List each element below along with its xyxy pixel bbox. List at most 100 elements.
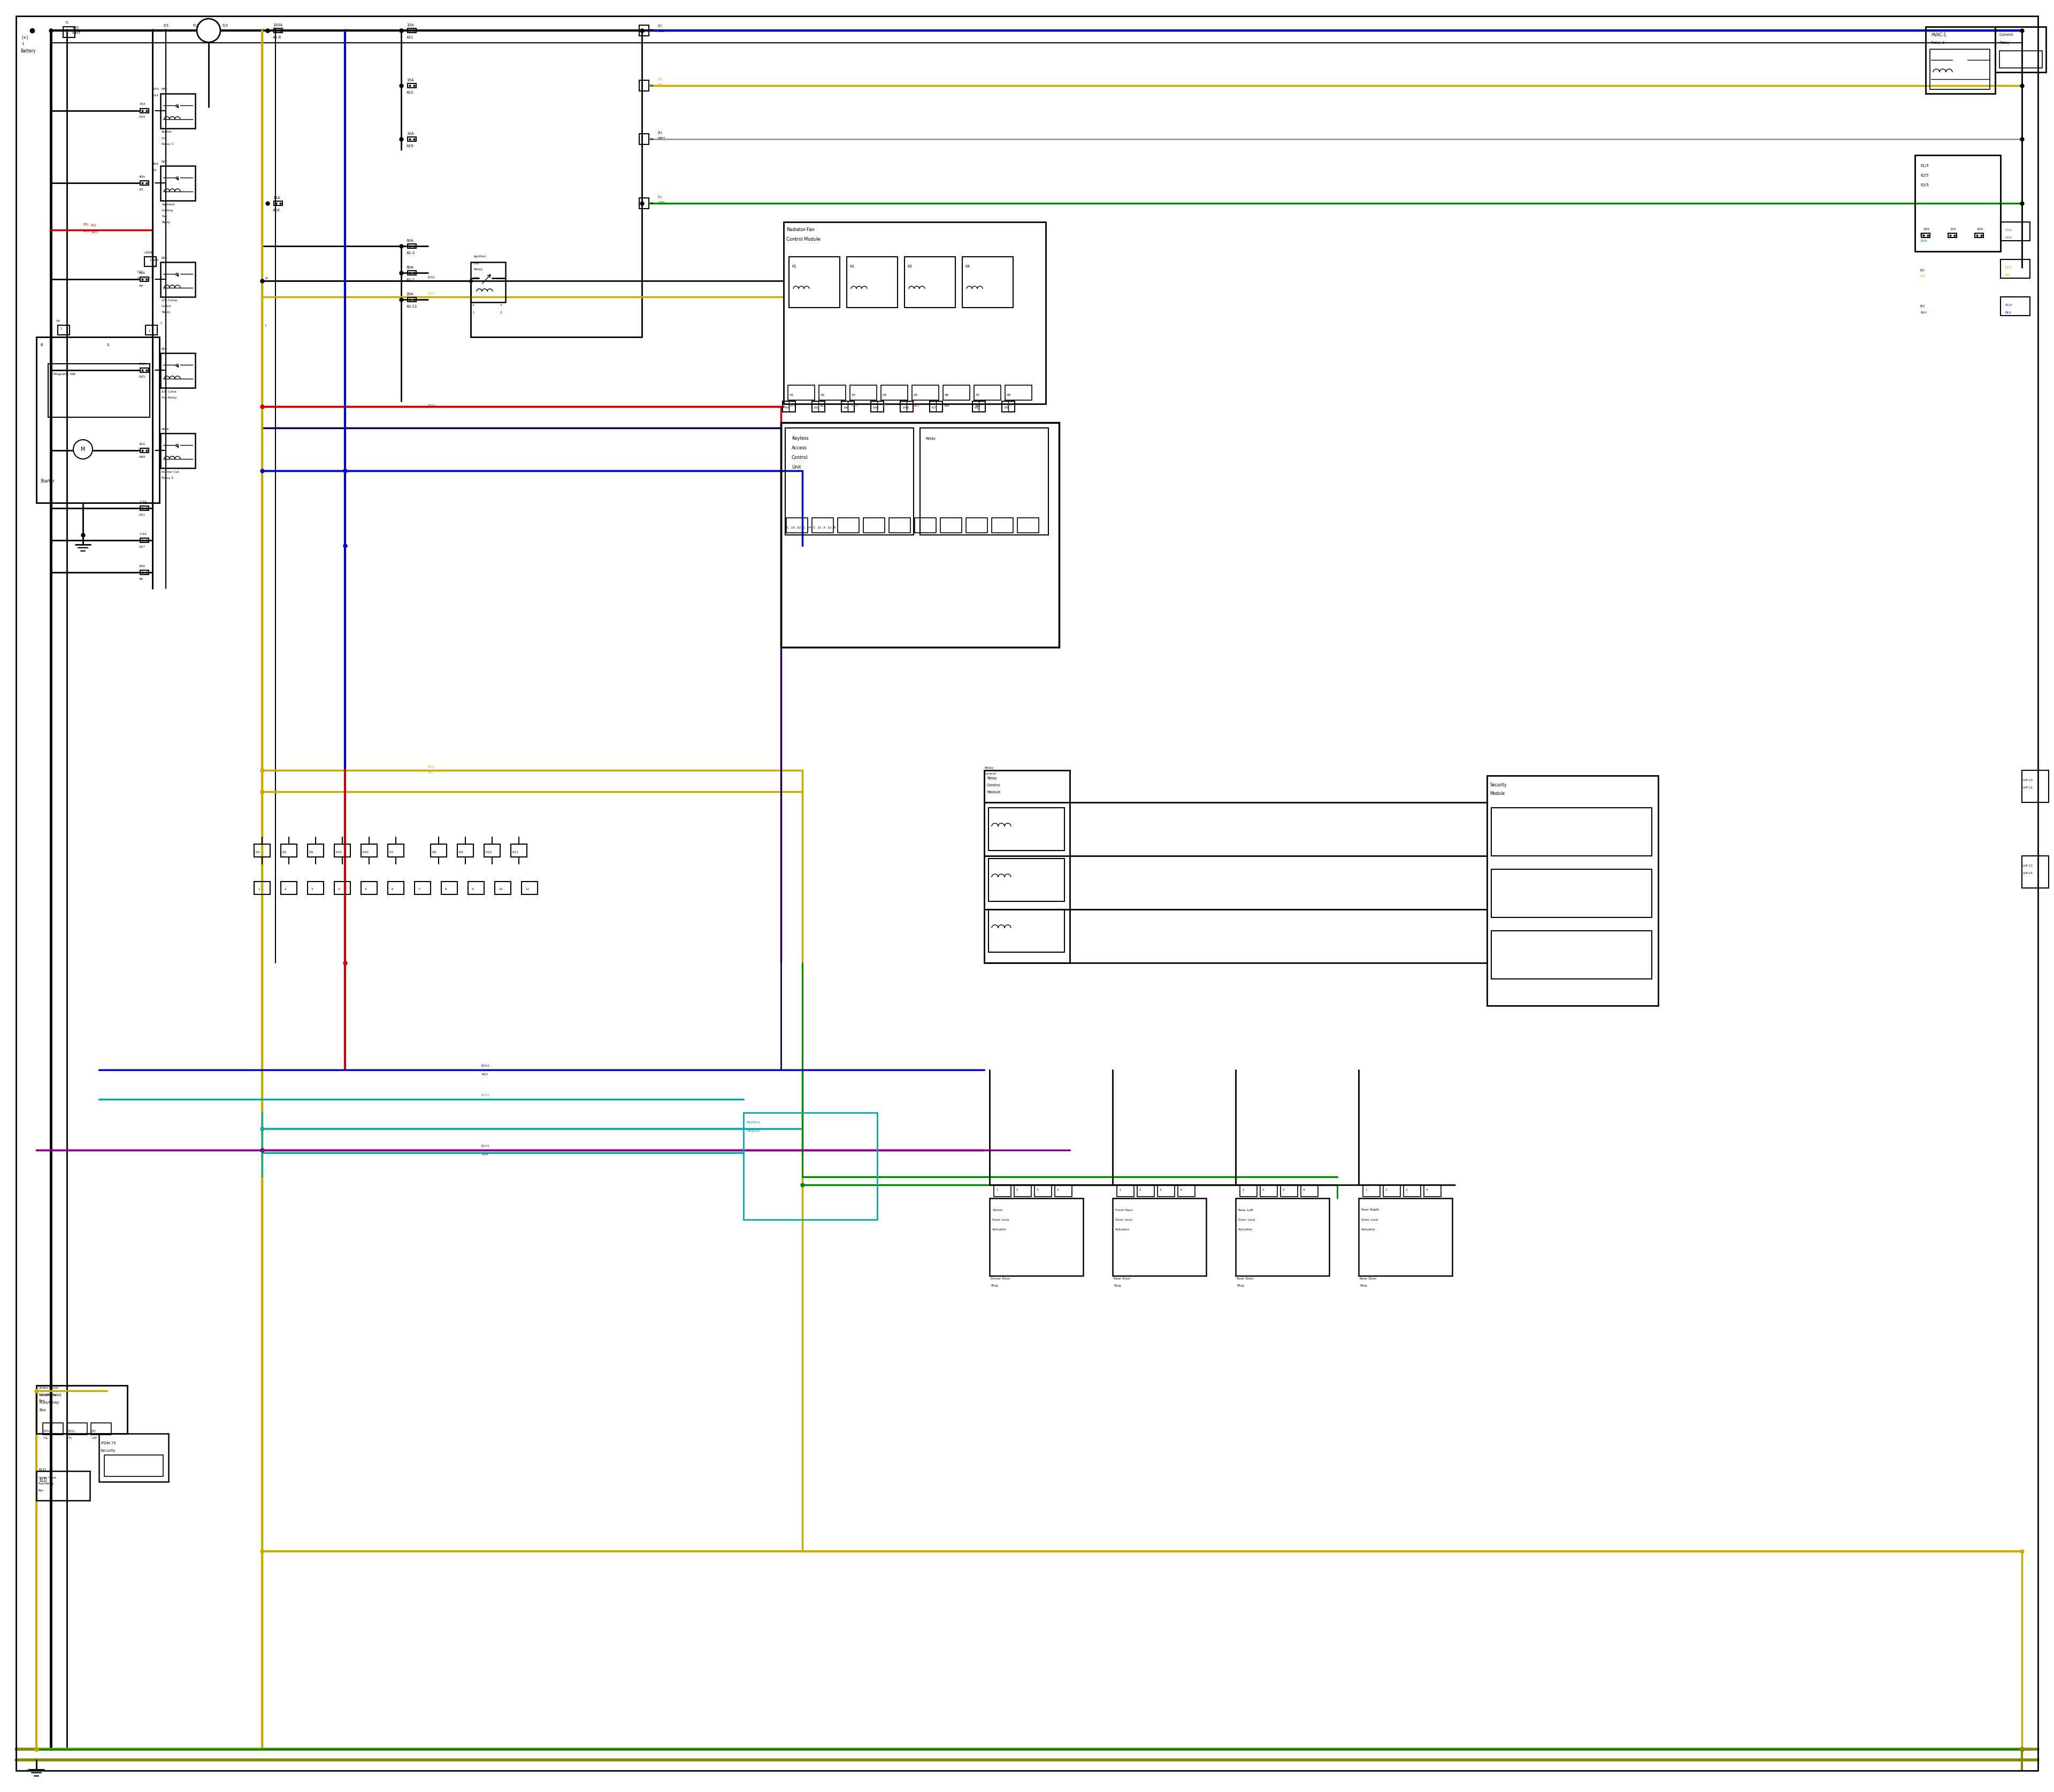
Bar: [64, 27, 74, 38]
Bar: [47, 364, 150, 418]
Text: E1/5: E1/5: [1920, 165, 1929, 167]
Text: M44: M44: [472, 276, 479, 280]
Text: Actuator: Actuator: [1239, 1228, 1253, 1231]
Text: A25: A25: [140, 375, 146, 378]
Bar: [1261, 1185, 1278, 1197]
Bar: [2001, 260, 2029, 278]
Bar: [407, 297, 417, 301]
Text: 11: 11: [526, 889, 530, 891]
Text: Module: Module: [1489, 792, 1506, 796]
Bar: [1999, 50, 2042, 68]
Bar: [1015, 1185, 1031, 1197]
Bar: [140, 109, 148, 113]
Text: F/3: F/3: [222, 23, 228, 27]
Text: Relay: Relay: [162, 220, 170, 224]
Text: N44b: N44b: [162, 428, 168, 430]
Bar: [863, 518, 885, 532]
Text: Relay: Relay: [926, 437, 935, 441]
Bar: [415, 882, 431, 894]
Text: Radiator-Fan: Radiator-Fan: [787, 228, 815, 233]
Text: Fuse/Relay: Fuse/Relay: [39, 1482, 53, 1486]
Bar: [1974, 233, 1984, 238]
Bar: [160, 262, 195, 297]
Text: A99: A99: [140, 455, 146, 459]
Bar: [920, 428, 1048, 536]
Text: G001: G001: [27, 1769, 37, 1772]
Text: Keyless: Keyless: [746, 1120, 760, 1124]
Text: H-L: H-L: [43, 1437, 49, 1439]
Text: PUR: PUR: [481, 1152, 489, 1156]
Text: [3A]: [3A]: [427, 405, 435, 407]
Bar: [943, 385, 969, 400]
Bar: [431, 844, 446, 857]
Bar: [990, 1199, 1082, 1276]
Text: A11: A11: [140, 514, 146, 516]
Bar: [388, 882, 405, 894]
Bar: [160, 353, 195, 387]
Bar: [1364, 1185, 1380, 1197]
Bar: [308, 844, 325, 857]
Text: F/5: F/5: [813, 407, 820, 409]
Text: T-L: T-L: [68, 1437, 72, 1439]
Text: T4: T4: [55, 319, 60, 323]
Bar: [914, 518, 937, 532]
Text: Box: Box: [39, 1400, 45, 1403]
Text: Rear Door: Rear Door: [1113, 1278, 1130, 1279]
Text: 15A: 15A: [273, 197, 279, 199]
Text: F/1: F/1: [162, 23, 168, 27]
Text: Under Hood: Under Hood: [39, 1477, 55, 1478]
Text: A6: A6: [945, 394, 949, 396]
Bar: [1487, 776, 1658, 1005]
Text: Clutch: Clutch: [162, 305, 170, 308]
Circle shape: [197, 18, 220, 43]
Bar: [140, 278, 148, 281]
Text: A2-1: A2-1: [407, 278, 415, 281]
Bar: [1423, 1185, 1442, 1197]
Text: YEL: YEL: [883, 405, 887, 407]
Bar: [1017, 518, 1039, 532]
Bar: [889, 518, 910, 532]
Text: BLU: BLU: [2005, 312, 2011, 314]
Text: K4: K4: [965, 265, 969, 269]
Text: 15A: 15A: [152, 88, 158, 90]
Text: 10: 10: [499, 889, 503, 891]
Text: GRN: GRN: [657, 201, 665, 204]
Text: Fan Relay: Fan Relay: [162, 396, 177, 400]
Bar: [335, 844, 351, 857]
Text: YEL: YEL: [1920, 276, 1927, 278]
Text: Ignition: Ignition: [472, 256, 487, 258]
Text: 15A: 15A: [407, 23, 413, 27]
Text: GRN: GRN: [2005, 237, 2013, 238]
Bar: [1035, 1185, 1052, 1197]
Bar: [407, 84, 417, 88]
Text: Rear Door: Rear Door: [1237, 1278, 1253, 1279]
Text: N25: N25: [162, 256, 168, 260]
Text: BLU: BLU: [1920, 312, 1927, 314]
Text: E1/5: E1/5: [2005, 303, 2013, 306]
Text: LAP-15: LAP-15: [2023, 873, 2033, 874]
Text: Control: Control: [791, 455, 807, 461]
Text: Box: Box: [39, 1409, 45, 1412]
Bar: [43, 1423, 64, 1435]
Text: 59: 59: [649, 29, 653, 32]
Bar: [140, 181, 148, 185]
Bar: [160, 93, 195, 129]
Bar: [1241, 1185, 1257, 1197]
Text: Cut: Cut: [162, 136, 166, 140]
Bar: [850, 385, 877, 400]
Text: 1: 1: [21, 43, 25, 45]
Text: Module: Module: [986, 790, 1000, 794]
Bar: [2001, 222, 2029, 240]
Bar: [362, 882, 378, 894]
Text: Current: Current: [1999, 34, 2013, 36]
Bar: [388, 844, 405, 857]
Text: Plug: Plug: [1360, 1285, 1366, 1287]
Text: 30A: 30A: [140, 564, 146, 568]
Text: 30A: 30A: [140, 443, 146, 446]
Bar: [900, 401, 914, 412]
Bar: [255, 844, 271, 857]
Text: A16: A16: [273, 208, 279, 211]
Text: S: S: [107, 344, 109, 346]
Text: 1.5A: 1.5A: [140, 532, 146, 536]
Text: Actuator: Actuator: [1362, 1228, 1376, 1231]
